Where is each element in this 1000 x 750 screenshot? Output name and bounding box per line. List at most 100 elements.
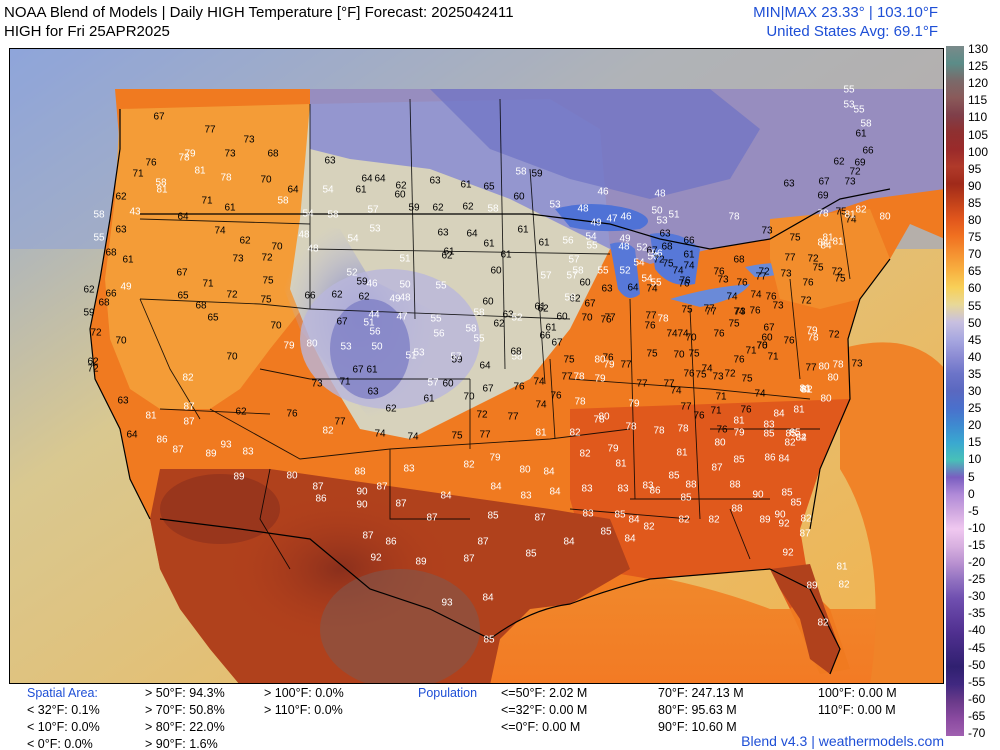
temperature-label: 62 — [537, 304, 549, 315]
temperature-label: 72 — [828, 330, 840, 341]
temperature-label: 83 — [763, 420, 775, 431]
temperature-label: 73 — [780, 269, 792, 280]
temperature-label: 82 — [643, 522, 655, 533]
temperature-label: 57 — [367, 205, 379, 216]
temperature-label: 84 — [820, 241, 832, 252]
temperature-label: 62 — [115, 192, 127, 203]
temperature-label: 77 — [479, 430, 491, 441]
temperature-label: 70 — [673, 350, 685, 361]
temperature-label: 54 — [302, 209, 314, 220]
temperature-label: 70 — [260, 175, 272, 186]
temperature-label: 62 — [385, 404, 397, 415]
temperature-label: 87 — [534, 513, 546, 524]
temperature-label: 74 — [672, 266, 684, 277]
temperature-label: 52 — [619, 266, 631, 277]
temperature-label: 82 — [182, 373, 194, 384]
temperature-label: 53 — [843, 100, 855, 111]
scale-label: -65 — [968, 708, 986, 723]
temperature-label: 76 — [740, 405, 752, 416]
temperature-label: 56 — [647, 252, 659, 263]
temperature-label: 79 — [733, 428, 745, 439]
temperature-label: 54 — [641, 274, 653, 285]
temperature-label: 77 — [680, 402, 692, 413]
temperature-label: 76 — [713, 329, 725, 340]
temperature-label: 61 — [538, 238, 550, 249]
temperature-label: 55 — [435, 281, 447, 292]
temperature-label: 77 — [636, 379, 648, 390]
temperature-label: 76 — [678, 279, 690, 290]
temperature-label: 76 — [802, 278, 814, 289]
temperature-map[interactable]: 67 77 73 79 78 73 68 76 71 81 63 58 81 71 78 70 64 64 64 62… — [9, 48, 944, 684]
temperature-label: 76 — [749, 306, 761, 317]
temperature-label: 48 — [618, 242, 630, 253]
scale-label: 125 — [968, 59, 989, 74]
pop-100: 100°F: 0.00 M — [818, 686, 897, 700]
temperature-label: 76 — [145, 158, 157, 169]
scale-label: 60 — [968, 281, 982, 296]
temperature-label: 78 — [593, 415, 605, 426]
scale-label: 40 — [968, 349, 982, 364]
temperature-label: 83 — [617, 484, 629, 495]
temperature-label: 58 — [511, 352, 523, 363]
temperature-label: 58 — [327, 210, 339, 221]
spatial-lt32: < 32°F: 0.1% — [27, 703, 100, 717]
state-borders — [139, 98, 851, 570]
temperature-label: 64 — [126, 430, 138, 441]
temperature-label: 86 — [156, 435, 168, 446]
temperature-label: 46 — [597, 187, 609, 198]
temperature-label: 67 — [482, 384, 494, 395]
scale-label: -45 — [968, 640, 986, 655]
temperature-label: 63 — [115, 225, 127, 236]
temperature-label: 61 — [483, 239, 495, 250]
scale-label: 20 — [968, 418, 982, 433]
southeast-hot-area — [570, 399, 850, 609]
temperature-label: 71 — [715, 392, 727, 403]
color-scale: 130 125 120 115 110 105 100 95 90 85 80 75 70 65 60 55 5… — [946, 43, 1000, 739]
temperature-label: 61 — [423, 394, 435, 405]
temperature-label: 43 — [129, 207, 141, 218]
temperature-label: 84 — [795, 433, 807, 444]
temperature-label: 51 — [668, 210, 680, 221]
footer-credit[interactable]: Blend v4.3 | weathermodels.com — [741, 733, 944, 749]
temperature-label: 61 — [355, 185, 367, 196]
scale-label: 65 — [968, 264, 982, 279]
pop-le0: <=0°F: 0.00 M — [501, 720, 581, 734]
scale-label: 35 — [968, 366, 982, 381]
northeast-warm-area — [770, 209, 890, 309]
temperature-label: 86 — [649, 486, 661, 497]
temperature-label: 86 — [764, 453, 776, 464]
temperature-label: 80 — [594, 355, 606, 366]
spatial-area-title: Spatial Area: — [27, 686, 98, 700]
temperature-label: 74 — [407, 432, 419, 443]
temperature-label: 78 — [817, 209, 829, 220]
temperature-label: 76 — [286, 409, 298, 420]
scale-label: 105 — [968, 127, 989, 142]
temperature-label: 75 — [681, 305, 693, 316]
temperature-label: 81 — [836, 562, 848, 573]
temperature-label: 68 — [733, 255, 745, 266]
temperature-label: 62 — [432, 203, 444, 214]
temperature-label: 93 — [220, 440, 232, 451]
scale-label: -55 — [968, 674, 986, 689]
temperature-label: 77 — [663, 379, 675, 390]
temperature-label: 85 — [789, 428, 801, 439]
temperature-label: 84 — [482, 593, 494, 604]
temperature-label: 67 — [352, 365, 364, 376]
scale-label: -35 — [968, 606, 986, 621]
scale-label: -30 — [968, 589, 986, 604]
temperature-label: 81 — [822, 233, 834, 244]
temperature-label: 48 — [307, 244, 319, 255]
temperature-label: 63 — [783, 179, 795, 190]
temperature-label: 87 — [426, 513, 438, 524]
temperature-label: 84 — [440, 491, 452, 502]
temperature-label: 76 — [644, 321, 656, 332]
temperature-label: 77 — [755, 272, 767, 283]
temperature-label: 67 — [153, 112, 165, 123]
temperature-label: 76 — [602, 353, 614, 364]
temperature-label: 78 — [728, 212, 740, 223]
temperature-label: 77 — [604, 313, 616, 324]
temperature-label: 63 — [429, 176, 441, 187]
temperature-label: 64 — [627, 283, 639, 294]
temperature-label: 86 — [315, 494, 327, 505]
temperature-label: 52 — [346, 268, 358, 279]
